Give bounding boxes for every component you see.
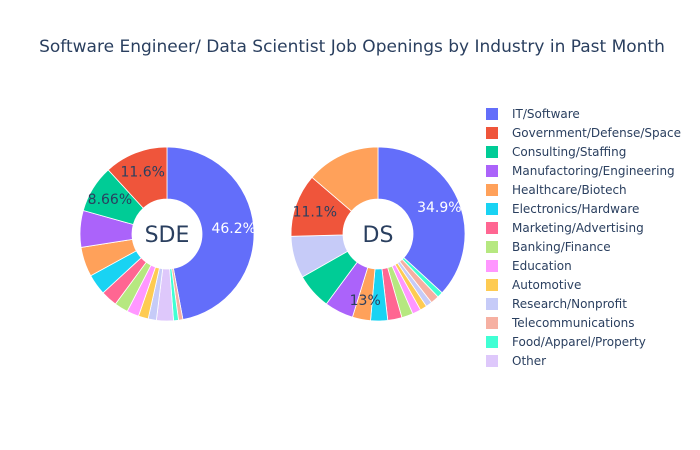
legend-label-other[interactable]: Other — [512, 354, 546, 368]
legend-label-government-defense-space[interactable]: Government/Defense/Space — [512, 126, 681, 140]
ds-center-label: DS — [363, 223, 394, 248]
legend-label-telecommunications[interactable]: Telecommunications — [511, 316, 634, 330]
legend-swatch-banking-finance[interactable] — [486, 241, 498, 253]
legend-swatch-healthcare-biotech[interactable] — [486, 184, 498, 196]
legend-swatch-telecommunications[interactable] — [486, 317, 498, 329]
pies-group: 46.2% 8.66% 11.6% SDE 34.9% 13% 11.1% DS — [79, 146, 466, 322]
legend-label-food-apparel-property[interactable]: Food/Apparel/Property — [512, 335, 646, 349]
chart-title: Software Engineer/ Data Scientist Job Op… — [39, 37, 665, 57]
sde-label-government-defense-space: 11.6% — [120, 165, 164, 181]
legend-label-research-nonprofit[interactable]: Research/Nonprofit — [512, 297, 627, 311]
legend-label-marketing-advertising[interactable]: Marketing/Advertising — [512, 221, 644, 235]
ds-label-healthcare-biotech: 13% — [350, 293, 381, 309]
sde-slice-it-software[interactable] — [166, 146, 255, 320]
legend-swatch-government-defense-space[interactable] — [486, 127, 498, 139]
legend-swatch-education[interactable] — [486, 260, 498, 272]
ds-slice-it-software[interactable] — [377, 146, 466, 294]
legend-label-manufactoring-engineering[interactable]: Manufactoring/Engineering — [512, 164, 675, 178]
legend-label-it-software[interactable]: IT/Software — [512, 107, 580, 121]
legend-label-banking-finance[interactable]: Banking/Finance — [512, 240, 611, 254]
ds-label-government-defense-space: 11.1% — [293, 205, 337, 221]
legend-label-automotive[interactable]: Automotive — [512, 278, 581, 292]
sde-label-it-software: 46.2% — [211, 221, 255, 237]
legend-swatch-manufactoring-engineering[interactable] — [486, 165, 498, 177]
legend-swatch-food-apparel-property[interactable] — [486, 336, 498, 348]
legend-swatch-consulting-staffing[interactable] — [486, 146, 498, 158]
sde-center-label: SDE — [145, 223, 190, 248]
legend-swatch-marketing-advertising[interactable] — [486, 222, 498, 234]
legend-swatch-other[interactable] — [486, 355, 498, 367]
sde-label-consulting-staffing: 8.66% — [88, 192, 132, 208]
legend: IT/Software Government/Defense/Space Consu… — [486, 107, 681, 368]
sde-slice-government-defense-space[interactable] — [107, 146, 168, 209]
legend-label-electronics-hardware[interactable]: Electronics/Hardware — [512, 202, 639, 216]
ds-slice-healthcare-biotech[interactable] — [311, 146, 379, 212]
legend-label-healthcare-biotech[interactable]: Healthcare/Biotech — [512, 183, 627, 197]
legend-swatch-research-nonprofit[interactable] — [486, 298, 498, 310]
legend-swatch-automotive[interactable] — [486, 279, 498, 291]
legend-swatch-electronics-hardware[interactable] — [486, 203, 498, 215]
ds-label-it-software: 34.9% — [417, 200, 461, 216]
legend-swatch-it-software[interactable] — [486, 108, 498, 120]
legend-label-education[interactable]: Education — [512, 259, 572, 273]
legend-label-consulting-staffing[interactable]: Consulting/Staffing — [512, 145, 626, 159]
